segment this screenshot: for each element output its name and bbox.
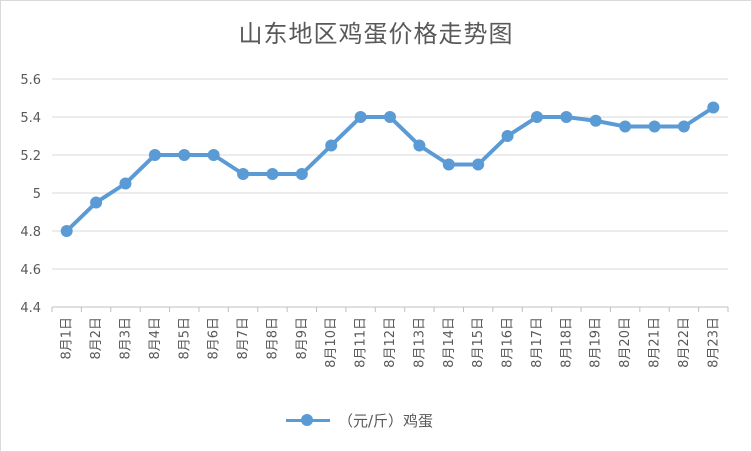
data-point: [442, 158, 455, 171]
x-tick-label: 8月8日: [265, 317, 280, 360]
data-point: [119, 177, 132, 190]
legend: （元/斤）鸡蛋: [286, 408, 433, 432]
y-tick-label: 5.6: [20, 73, 41, 88]
series-layer: [60, 101, 720, 237]
x-tick-label: 8月17日: [530, 317, 545, 368]
x-tick-label: 8月14日: [442, 317, 457, 368]
x-tick-label: 8月15日: [471, 317, 486, 368]
data-point: [384, 111, 396, 123]
data-point: [178, 149, 191, 161]
x-tick-label: 8月6日: [207, 317, 222, 360]
x-tick-label: 8月9日: [295, 317, 310, 360]
data-point: [207, 149, 220, 161]
data-point: [501, 130, 514, 142]
x-tick-label: 8月5日: [177, 317, 192, 360]
data-point: [560, 111, 573, 123]
x-tick-label: 8月16日: [501, 317, 516, 368]
legend-label: （元/斤）鸡蛋: [338, 411, 434, 430]
data-point: [266, 168, 279, 180]
x-tick-labels: 8月1日 8月2日 8月3日 8月4日 8月5日 8月6日 8月7日 8月8日 8月9日 8月10…: [60, 317, 722, 368]
x-tick-label: 8月7日: [236, 317, 251, 360]
data-point: [354, 111, 367, 123]
x-tick-label: 8月20日: [618, 317, 633, 368]
x-tick-label: 8月22日: [677, 317, 692, 368]
data-point: [295, 168, 308, 180]
data-point: [648, 120, 661, 133]
data-point: [237, 168, 250, 180]
y-tick-label: 5: [33, 187, 41, 202]
series-line: [64, 105, 716, 233]
x-tick-label: 8月21日: [648, 317, 663, 368]
x-tick-label: 8月19日: [589, 317, 604, 368]
data-point: [619, 120, 632, 133]
y-tick-label: 4.4: [20, 301, 41, 316]
y-tick-label: 4.6: [20, 263, 41, 278]
data-point: [472, 158, 485, 171]
x-tick-label: 8月18日: [559, 317, 574, 368]
data-point: [413, 139, 426, 152]
x-tick-label: 8月1日: [60, 317, 75, 360]
x-tick-label: 8月2日: [89, 317, 104, 360]
x-axis: [51, 306, 729, 312]
data-point: [148, 149, 161, 161]
x-tick-label: 8月13日: [412, 317, 427, 368]
y-tick-label: 5.4: [20, 111, 41, 126]
data-point: [677, 120, 690, 133]
data-point: [707, 101, 720, 114]
x-tick-label: 8月10日: [324, 317, 339, 368]
data-point: [530, 111, 543, 123]
x-tick-label: 8月4日: [148, 317, 163, 360]
data-point: [325, 139, 338, 152]
legend-swatch: [286, 408, 330, 432]
y-tick-label: 4.8: [20, 225, 41, 240]
data-point: [589, 114, 602, 127]
y-tick-label: 5.2: [20, 149, 41, 164]
x-tick-label: 8月11日: [354, 317, 369, 368]
data-point: [60, 225, 73, 237]
x-tick-label: 8月23日: [706, 317, 721, 368]
y-tick-labels: 4.4 4.6 4.8 5 5.2 5.4 5.6: [20, 73, 41, 316]
data-point: [90, 196, 103, 209]
x-tick-label: 8月12日: [383, 317, 398, 368]
x-tick-label: 8月3日: [118, 317, 133, 360]
chart-title: 山东地区鸡蛋价格走势图: [238, 20, 514, 48]
